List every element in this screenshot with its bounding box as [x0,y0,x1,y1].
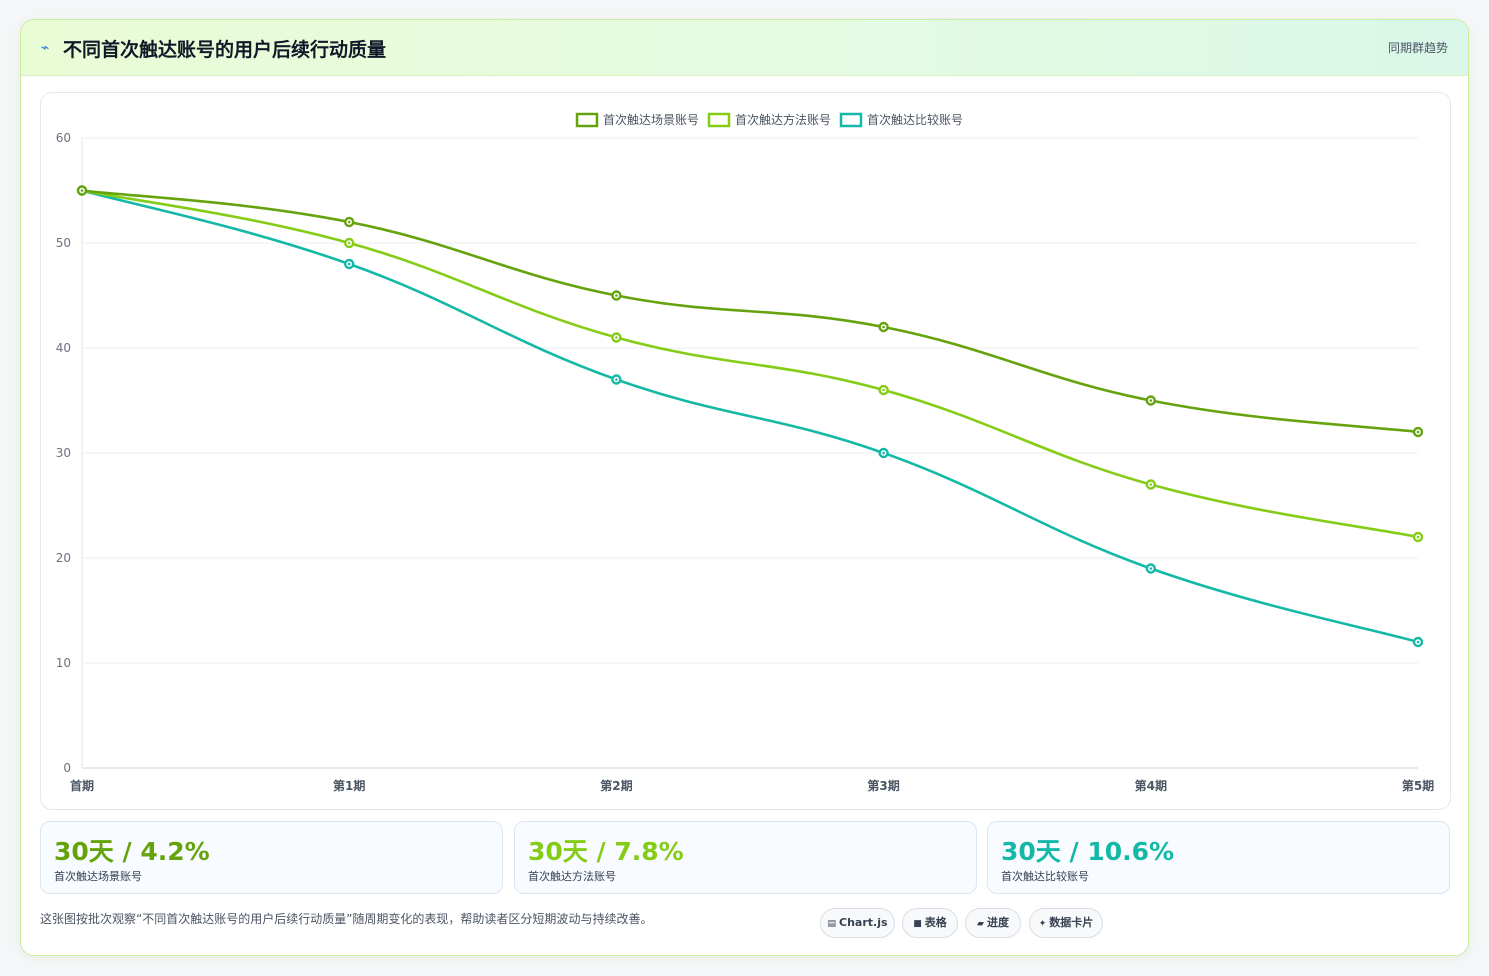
series-line [80,189,1420,539]
stat-card-method: 30天 / 7.8% 首次触达方法账号 [514,821,977,894]
page-title: 不同首次触达账号的用户后续行动质量 [63,39,387,61]
card-icon: ✦ [1038,919,1047,929]
stat-value: 30天 / 7.8% [528,837,684,866]
stat-label: 首次触达方法账号 [528,870,616,883]
data-point-dot [1149,567,1153,570]
legend-swatch [575,112,599,128]
data-point-dot [1149,399,1153,402]
series-line [80,189,1420,644]
stat-card-scene: 30天 / 4.2% 首次触达场景账号 [40,821,503,894]
stat-value: 30天 / 10.6% [1001,837,1175,866]
pill-label: 进度 [986,916,1009,929]
x-tick-label: 第4期 [1135,778,1167,793]
x-tick-label: 第2期 [600,778,632,793]
data-point-dot [882,325,885,329]
y-tick-label: 10 [56,656,71,670]
x-tick-label: 首期 [70,778,94,793]
line-chart: 0 10 20 30 40 50 60 首期 第1期 第2期 第3期 第4期 第5期 首次触达场景账号 首次… [56,112,1434,793]
stat-card-compare: 30天 / 10.6% 首次触达比较账号 [987,821,1450,894]
data-point-dot [615,378,618,381]
data-point-dot [1149,483,1153,486]
data-point-dot [347,262,351,266]
data-point-dot [347,220,351,224]
pill-data-card[interactable]: ✦ 数据卡片 [1029,908,1103,938]
stat-label: 首次触达场景账号 [54,870,142,883]
data-point-dot [80,189,84,192]
table-icon: ■ [913,919,922,929]
legend-label: 首次触达比较账号 [867,112,963,127]
progress-icon: ▰ [977,919,984,929]
data-point-dot [1416,430,1420,434]
legend-label: 首次触达方法账号 [735,112,831,127]
y-tick-label: 30 [56,446,71,460]
pill-label: 数据卡片 [1049,916,1094,929]
chart-trend-icon: ⌁ [41,40,50,56]
y-tick-label: 50 [56,236,71,250]
pill-progress[interactable]: ▰ 进度 [965,908,1021,938]
y-tick-label: 0 [63,761,71,775]
y-tick-label: 40 [56,341,71,355]
pill-chartjs[interactable]: ▤ Chart.js [820,908,895,938]
series-line [80,189,1420,434]
x-tick-label: 第3期 [867,778,899,793]
pill-label: 表格 [924,916,947,929]
footnote: 这张图按批次观察“不同首次触达账号的用户后续行动质量”随周期变化的表现，帮助读者… [40,912,653,926]
x-tick-label: 第5期 [1402,778,1434,793]
stat-value: 30天 / 4.2% [54,837,210,866]
panel-header: ⌁ 不同首次触达账号的用户后续行动质量 同期群趋势 [21,20,1468,76]
stat-label: 首次触达比较账号 [1001,870,1089,883]
data-point-dot [347,241,351,245]
y-tick-label: 60 [56,131,71,145]
data-point-dot [615,294,618,297]
legend-swatch [707,112,731,128]
data-point-dot [1416,535,1420,539]
chart-icon: ▤ [827,919,836,929]
legend-label: 首次触达场景账号 [603,113,699,127]
x-tick-label: 第1期 [333,778,365,793]
chart-card: 0 10 20 30 40 50 60 首期 第1期 第2期 第3期 第4期 第5期 首次触达场景账号 首次… [40,92,1451,810]
pill-label: Chart.js [839,916,888,929]
chart-panel: ⌁ 不同首次触达账号的用户后续行动质量 同期群趋势 0 10 20 30 40 50 60 首… [20,19,1469,956]
y-tick-label: 20 [56,551,71,565]
data-point-dot [1416,640,1420,644]
legend-swatch [839,112,863,128]
pill-table[interactable]: ■ 表格 [902,908,958,938]
data-point-dot [882,451,885,455]
data-point-dot [615,336,618,339]
header-tag: 同期群趋势 [1387,41,1448,55]
data-point-dot [882,388,885,392]
